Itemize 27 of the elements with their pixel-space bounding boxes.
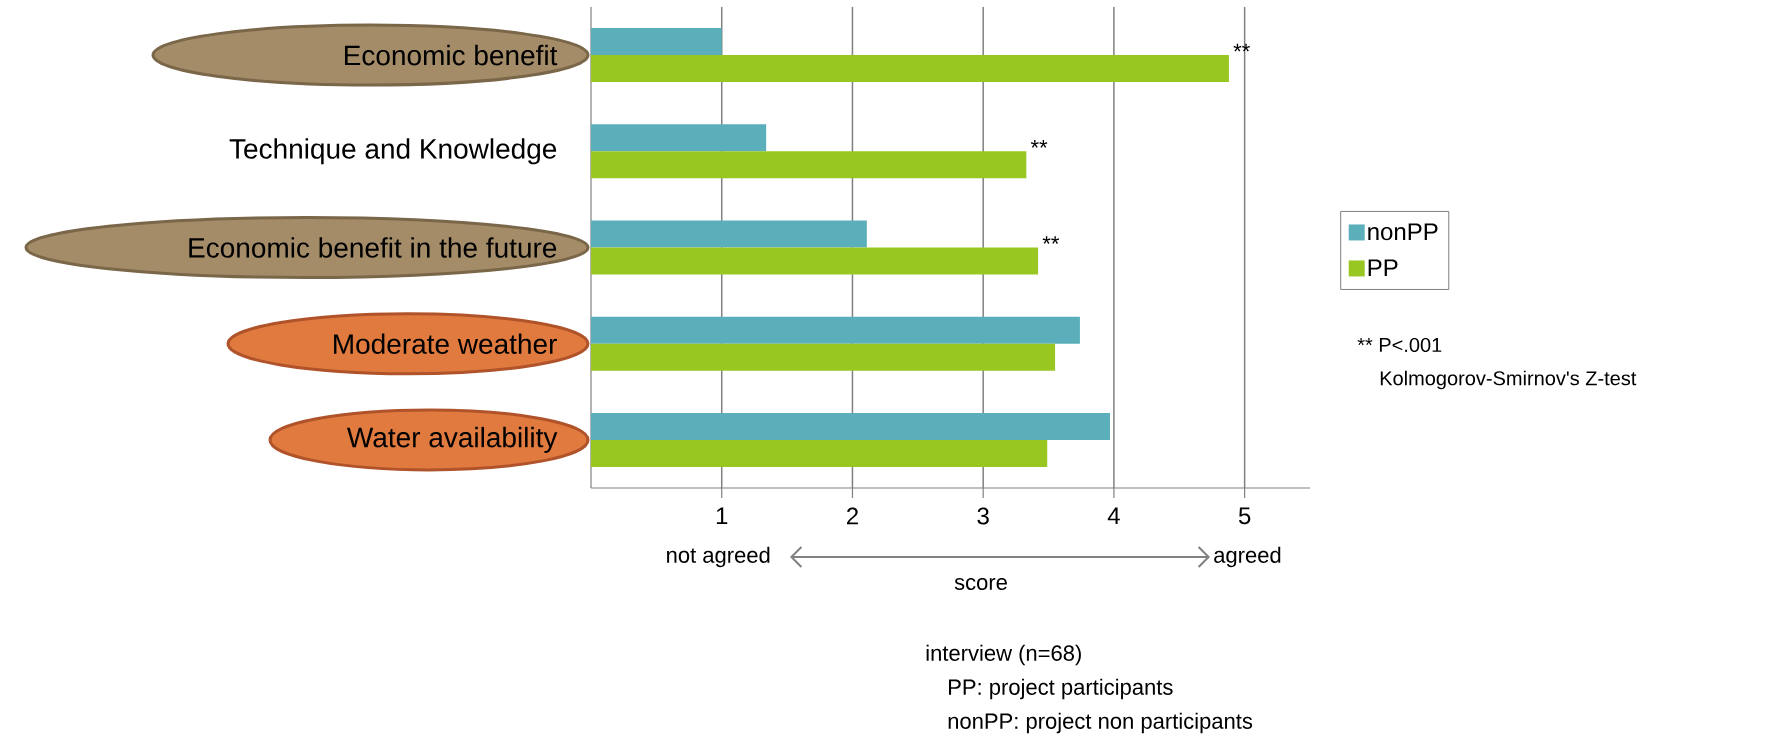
y-tick-label: Technique and Knowledge — [229, 138, 557, 165]
text: Kolmogorov-Smirnov's Z-test — [1380, 370, 1637, 390]
annotation: ** — [1030, 139, 1048, 148]
text: ** P<.001 — [1357, 337, 1442, 353]
x-tick-label: 4 — [1107, 507, 1120, 525]
annotation: ** — [1042, 236, 1060, 244]
y-tick-label: Moderate weather — [334, 333, 557, 354]
x-tick-label: 2 — [846, 507, 858, 525]
text: interview (n=68) — [926, 644, 1081, 666]
text: PP: project participants — [949, 678, 1173, 700]
legend-label: nonPP — [1368, 223, 1438, 241]
text: agreed — [1214, 546, 1281, 568]
bar — [591, 220, 867, 248]
legend-label: PP — [1368, 259, 1398, 276]
bar — [591, 28, 722, 56]
y-tick-label: Water availability — [347, 426, 558, 453]
y-tick-label: Economic benefit — [344, 44, 558, 66]
y-tick-label: Economic benefit in the future — [189, 237, 557, 258]
x-tick-label: 1 — [716, 507, 728, 525]
text: not agreed — [667, 546, 770, 568]
x-axis-title: score — [954, 577, 1007, 591]
x-tick-label: 5 — [1238, 507, 1251, 525]
text: nonPP: project non participants — [948, 712, 1253, 734]
annotation: ** — [1233, 43, 1250, 52]
bar — [591, 151, 1027, 179]
x-tick-label: 3 — [977, 507, 989, 525]
bar — [591, 124, 767, 152]
